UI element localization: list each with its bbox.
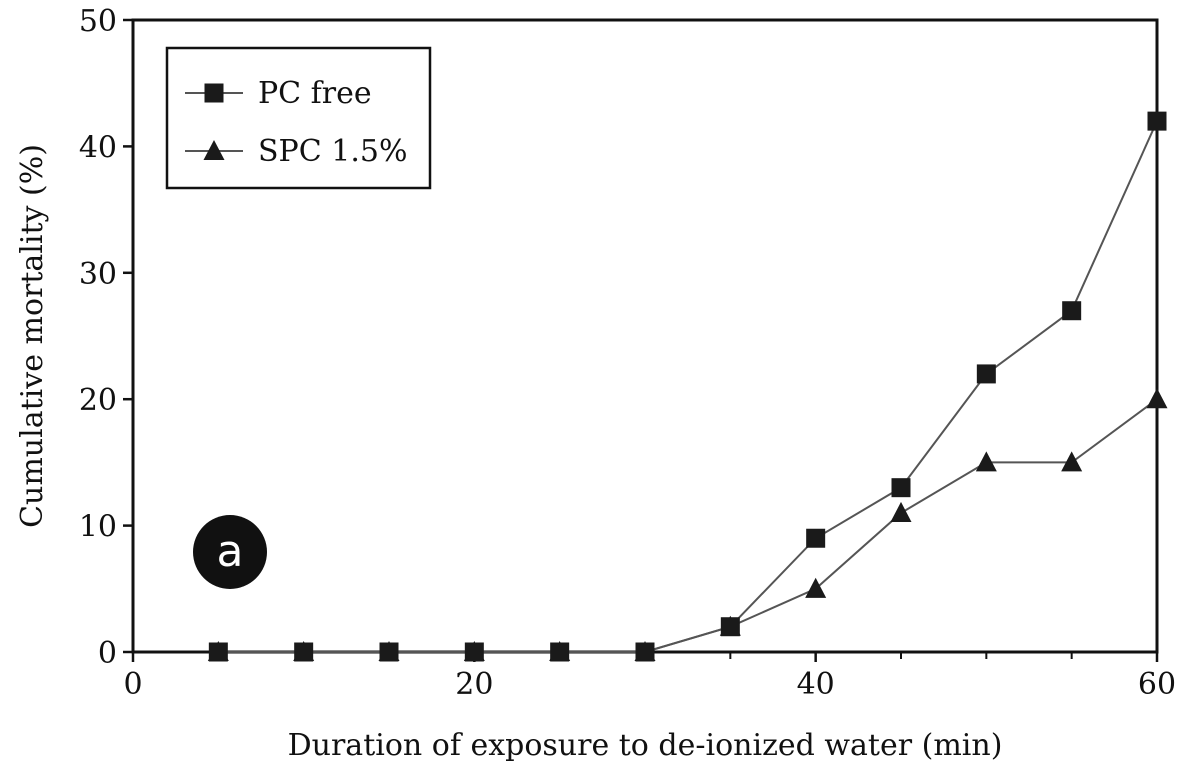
data-point-square [891, 478, 911, 498]
data-point-square [1062, 301, 1082, 321]
x-tick-label: 60 [1138, 667, 1176, 702]
legend-label: SPC 1.5% [258, 134, 407, 169]
y-tick-label: 50 [79, 4, 117, 39]
data-point-triangle [975, 451, 997, 472]
data-point-square [464, 642, 484, 662]
axis-ticks: 0 20 40 60 0 10 20 30 40 50 [79, 4, 1176, 702]
x-tick-label: 40 [797, 667, 835, 702]
data-point-square [379, 642, 399, 662]
panel-label-badge: a [193, 515, 267, 589]
data-point-square [720, 617, 740, 637]
y-axis-label: Cumulative mortality (%) [15, 144, 50, 528]
series-line [218, 120, 1158, 653]
y-tick-label: 0 [98, 636, 117, 671]
panel-label-circle [193, 515, 267, 589]
data-point-square [1147, 111, 1167, 131]
y-tick-label: 30 [79, 257, 117, 292]
data-point-square [550, 642, 570, 662]
legend-box [165, 46, 432, 190]
data-point-triangle [1061, 451, 1083, 472]
data-point-triangle [805, 577, 827, 598]
series-line [218, 398, 1158, 653]
y-tick-label: 20 [79, 383, 117, 418]
data-point-square [208, 642, 228, 662]
x-tick-label: 20 [455, 667, 493, 702]
legend-label: PC free [258, 76, 372, 111]
panel-label-text: a [217, 526, 244, 577]
data-point-triangle [203, 139, 225, 161]
series-triangle [207, 388, 1168, 662]
data-point-triangle [890, 501, 912, 522]
data-point-square [806, 528, 826, 548]
data-point-triangle [1146, 388, 1168, 409]
series-layer [207, 111, 1168, 662]
data-point-square [204, 83, 224, 103]
y-tick-label: 10 [79, 510, 117, 545]
x-tick-label: 0 [123, 667, 142, 702]
series-square [208, 111, 1167, 662]
x-axis-label: Duration of exposure to de-ionized water… [288, 728, 1003, 763]
data-point-square [976, 364, 996, 384]
data-point-square [294, 642, 314, 662]
legend: PC free SPC 1.5% [165, 46, 432, 190]
data-point-square [635, 642, 655, 662]
y-tick-label: 40 [79, 130, 117, 165]
